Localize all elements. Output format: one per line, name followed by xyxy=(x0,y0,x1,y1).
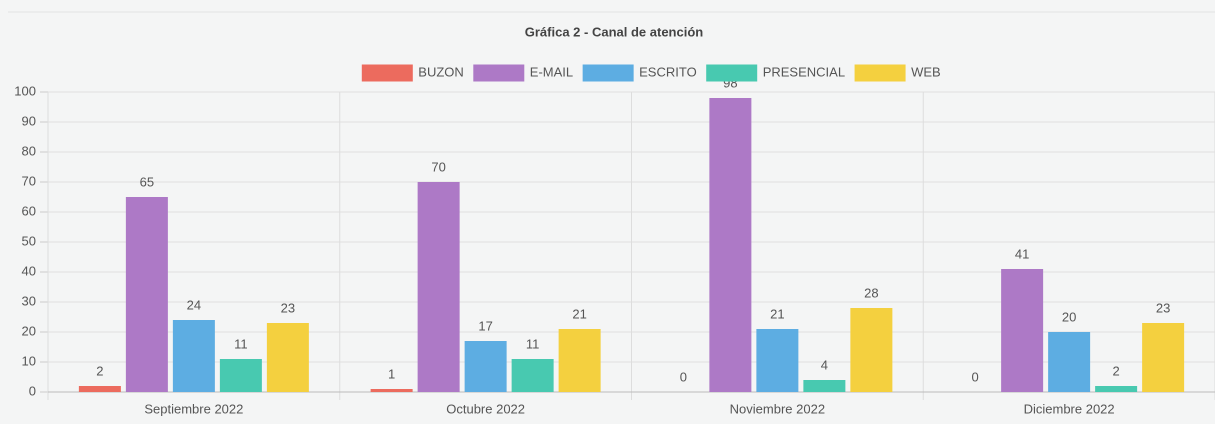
bar xyxy=(266,323,309,392)
bar xyxy=(219,359,262,392)
legend-label: ESCRITO xyxy=(639,64,697,79)
data-label: 21 xyxy=(770,306,784,321)
bar xyxy=(803,380,846,392)
legend-label: PRESENCIAL xyxy=(763,64,845,79)
data-label: 11 xyxy=(526,336,540,351)
y-tick-label: 10 xyxy=(22,353,36,368)
y-tick-label: 80 xyxy=(22,143,36,158)
legend-swatch xyxy=(854,64,906,82)
data-label: 1 xyxy=(388,366,395,381)
y-tick-label: 20 xyxy=(22,323,36,338)
data-label: 28 xyxy=(864,285,878,300)
data-label: 23 xyxy=(281,300,295,315)
y-tick-label: 40 xyxy=(22,263,36,278)
data-label: 20 xyxy=(1062,309,1076,324)
data-label: 4 xyxy=(821,357,828,372)
x-tick-label: Octubre 2022 xyxy=(446,401,525,416)
data-label: 65 xyxy=(140,174,154,189)
bar xyxy=(558,329,601,392)
y-tick-label: 60 xyxy=(22,203,36,218)
data-label: 23 xyxy=(1156,300,1170,315)
y-tick-label: 70 xyxy=(22,173,36,188)
x-tick-label: Septiembre 2022 xyxy=(144,401,243,416)
y-tick-label: 100 xyxy=(14,83,36,98)
bar xyxy=(1048,332,1091,392)
bar xyxy=(370,389,413,392)
legend-swatch xyxy=(473,64,525,82)
bar xyxy=(417,182,460,392)
legend-label: BUZON xyxy=(418,64,464,79)
bar xyxy=(78,386,121,392)
legend-label: WEB xyxy=(911,64,941,79)
data-label: 2 xyxy=(96,363,103,378)
data-label: 41 xyxy=(1015,246,1029,261)
bar xyxy=(850,308,893,392)
bar xyxy=(1001,269,1044,392)
data-label: 17 xyxy=(478,318,492,333)
data-label: 0 xyxy=(972,369,979,384)
bar xyxy=(125,197,168,392)
bar xyxy=(1142,323,1185,392)
data-label: 11 xyxy=(234,336,248,351)
y-tick-label: 0 xyxy=(29,383,36,398)
bar xyxy=(756,329,799,392)
data-label: 2 xyxy=(1113,363,1120,378)
y-tick-label: 30 xyxy=(22,293,36,308)
legend-swatch xyxy=(706,64,758,82)
chart-title: Gráfica 2 - Canal de atención xyxy=(525,24,704,39)
bar xyxy=(709,98,752,392)
y-tick-label: 50 xyxy=(22,233,36,248)
bar xyxy=(172,320,215,392)
data-label: 0 xyxy=(680,369,687,384)
legend-swatch xyxy=(582,64,634,82)
legend-swatch xyxy=(361,64,413,82)
y-tick-label: 90 xyxy=(22,113,36,128)
data-label: 24 xyxy=(187,297,201,312)
legend-label: E-MAIL xyxy=(530,64,573,79)
bar xyxy=(464,341,507,392)
x-tick-label: Diciembre 2022 xyxy=(1024,401,1115,416)
data-label: 70 xyxy=(431,159,445,174)
bar xyxy=(1095,386,1138,392)
data-label: 21 xyxy=(572,306,586,321)
bar xyxy=(511,359,554,392)
x-tick-label: Noviembre 2022 xyxy=(730,401,825,416)
